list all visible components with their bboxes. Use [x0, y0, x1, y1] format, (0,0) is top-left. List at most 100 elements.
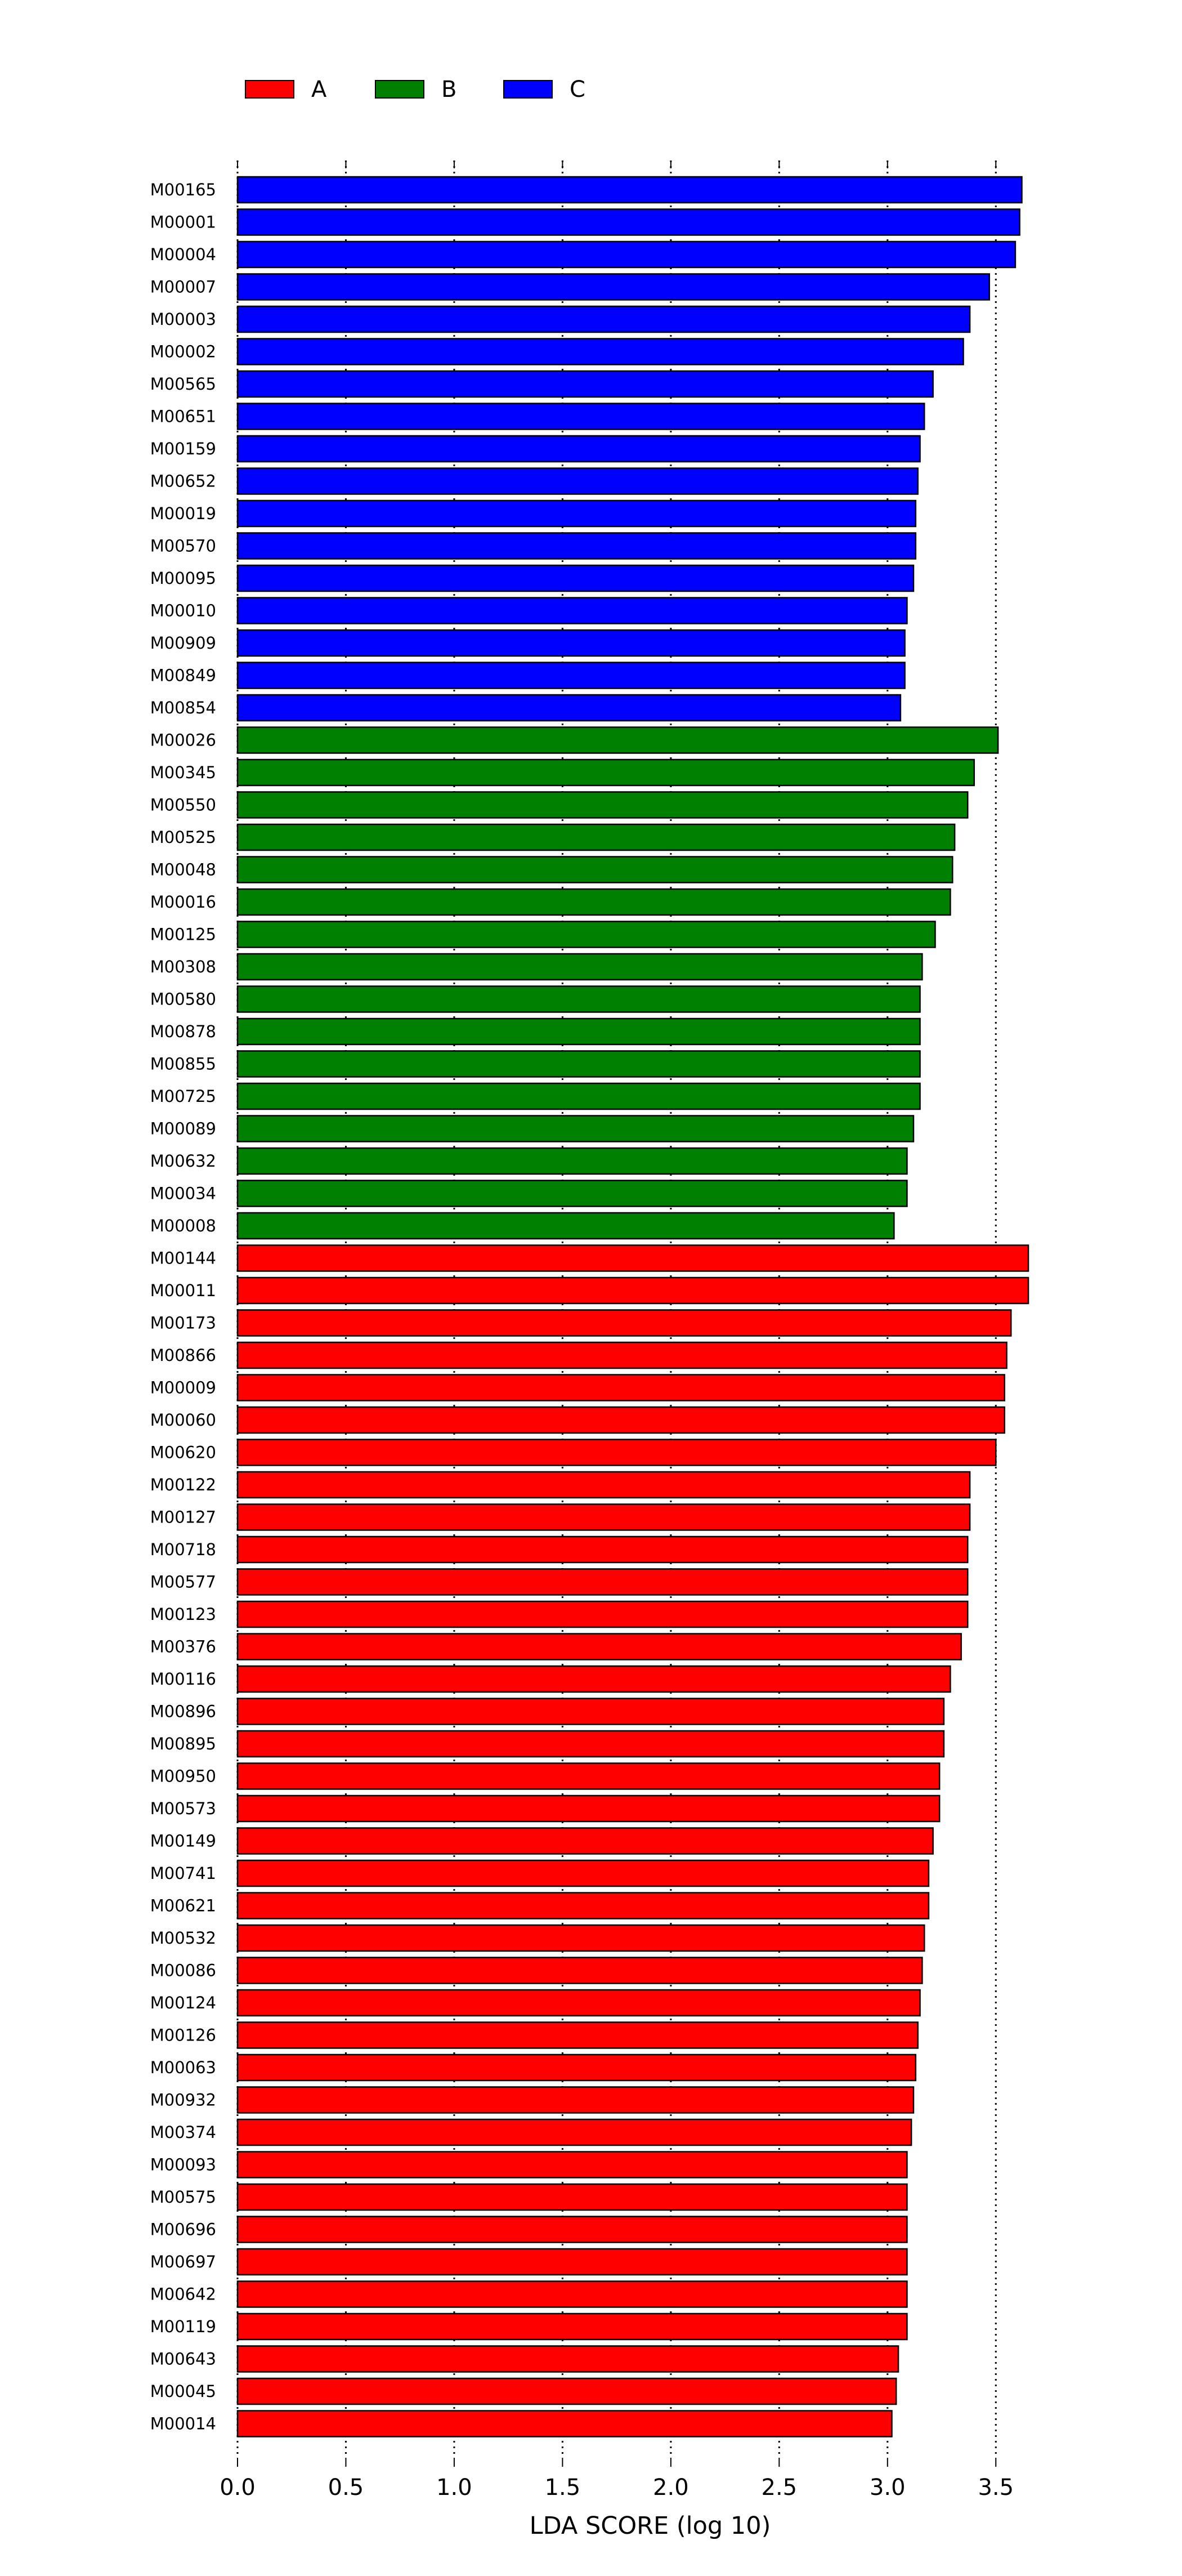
category-label-m00095: M00095: [150, 569, 216, 588]
category-label-m00580: M00580: [150, 990, 216, 1009]
bar-m00308: [236, 953, 923, 981]
category-label-m00950: M00950: [150, 1767, 216, 1786]
bar-m00127: [236, 1503, 971, 1531]
bar-m00741: [236, 1859, 930, 1887]
category-label-m00909: M00909: [150, 633, 216, 653]
x-axis-title: LDA SCORE (log 10): [530, 2512, 771, 2540]
category-label-m00570: M00570: [150, 537, 216, 556]
legend-swatch-a: [245, 80, 294, 99]
category-label-m00123: M00123: [150, 1605, 216, 1624]
bar-m00009: [236, 1374, 1005, 1401]
bar-m00016: [236, 888, 951, 916]
category-label-m00621: M00621: [150, 1896, 216, 1916]
category-label-m00034: M00034: [150, 1184, 216, 1203]
bar-m00173: [236, 1309, 1012, 1337]
category-label-m00855: M00855: [150, 1055, 216, 1074]
category-label-m00345: M00345: [150, 763, 216, 782]
bar-m00159: [236, 435, 921, 463]
category-label-m00125: M00125: [150, 925, 216, 944]
bar-m00550: [236, 791, 969, 819]
legend-swatch-b: [375, 80, 424, 99]
category-label-m00896: M00896: [150, 1702, 216, 1721]
bar-m00725: [236, 1082, 921, 1110]
category-label-m00089: M00089: [150, 1119, 216, 1139]
category-label-m00048: M00048: [150, 860, 216, 879]
category-label-m00124: M00124: [150, 1993, 216, 2012]
category-label-m00122: M00122: [150, 1475, 216, 1494]
bar-m00570: [236, 532, 917, 560]
category-label-m00652: M00652: [150, 472, 216, 491]
bar-m00374: [236, 2118, 912, 2146]
bar-m00878: [236, 1017, 921, 1046]
category-label-m00718: M00718: [150, 1540, 216, 1559]
category-label-m00007: M00007: [150, 278, 216, 297]
category-label-m00573: M00573: [150, 1799, 216, 1818]
legend-swatch-c: [503, 80, 553, 99]
bar-m00621: [236, 1892, 930, 1919]
category-label-m00004: M00004: [150, 245, 216, 264]
bar-m00089: [236, 1115, 915, 1142]
x-axis: 0.0 0.5 1.0 1.5 2.0 2.5 3.0 3.5: [220, 160, 1014, 2501]
bar-m00165: [236, 176, 1023, 204]
category-label-m00119: M00119: [150, 2317, 216, 2336]
category-label-m00849: M00849: [150, 666, 216, 685]
bar-m00002: [236, 338, 964, 365]
bar-m00895: [236, 1730, 945, 1758]
category-label-m00019: M00019: [150, 504, 216, 523]
x-tick-label: 0.0: [220, 2475, 256, 2501]
bar-m00950: [236, 1762, 941, 1790]
category-label-m00165: M00165: [150, 180, 216, 199]
category-label-m00376: M00376: [150, 1637, 216, 1657]
bar-m00034: [236, 1180, 908, 1207]
category-label-m00116: M00116: [150, 1669, 216, 1689]
category-label-m00060: M00060: [150, 1410, 216, 1430]
bar-m00010: [236, 597, 908, 624]
bar-m00004: [236, 240, 1017, 269]
category-label-m00063: M00063: [150, 2058, 216, 2077]
bar-m00652: [236, 467, 919, 495]
bar-m00093: [236, 2151, 908, 2178]
category-label-m00127: M00127: [150, 1508, 216, 1527]
bar-m00573: [236, 1794, 941, 1823]
bar-m00620: [236, 1439, 997, 1466]
bar-m00642: [236, 2280, 908, 2308]
category-label-m00696: M00696: [150, 2220, 216, 2239]
category-label-m00008: M00008: [150, 1216, 216, 1235]
category-label-m00878: M00878: [150, 1022, 216, 1041]
legend-label-b: B: [441, 77, 456, 102]
bar-m00144: [236, 1244, 1029, 1272]
bar-m00149: [236, 1827, 934, 1855]
bar-m00126: [236, 2021, 919, 2049]
bar-m00119: [236, 2312, 908, 2341]
category-label-m00086: M00086: [150, 1961, 216, 1980]
bar-m00525: [236, 823, 956, 851]
bar-m00855: [236, 1050, 921, 1078]
legend-label-c: C: [570, 77, 585, 102]
bar-m00122: [236, 1471, 971, 1499]
category-label-m00016: M00016: [150, 892, 216, 912]
category-label-m00525: M00525: [150, 828, 216, 847]
bar-m00854: [236, 694, 902, 722]
x-tick-label: 0.5: [328, 2475, 364, 2501]
bar-m00376: [236, 1633, 962, 1660]
x-tick-label: 1.5: [545, 2475, 581, 2501]
category-label-m00011: M00011: [150, 1281, 216, 1300]
category-label-m00308: M00308: [150, 957, 216, 976]
category-label-m00093: M00093: [150, 2155, 216, 2175]
category-label-m00725: M00725: [150, 1087, 216, 1106]
bar-m00095: [236, 564, 915, 592]
x-tick-label: 2.5: [762, 2475, 798, 2501]
bar-m00896: [236, 1698, 945, 1725]
category-labels: M00165 M00001 M00004 M00007 M00003 M00002 M005…: [150, 180, 216, 2434]
bar-m00003: [236, 305, 971, 333]
x-tick-label: 3.5: [978, 2475, 1014, 2501]
category-label-m00003: M00003: [150, 310, 216, 329]
bar-m00045: [236, 2377, 897, 2405]
bar-m00580: [236, 985, 921, 1013]
bar-m00116: [236, 1665, 951, 1693]
bar-m00123: [236, 1600, 969, 1628]
category-label-m00001: M00001: [150, 213, 216, 232]
bar-m00008: [236, 1212, 895, 1240]
category-label-m00575: M00575: [150, 2187, 216, 2207]
